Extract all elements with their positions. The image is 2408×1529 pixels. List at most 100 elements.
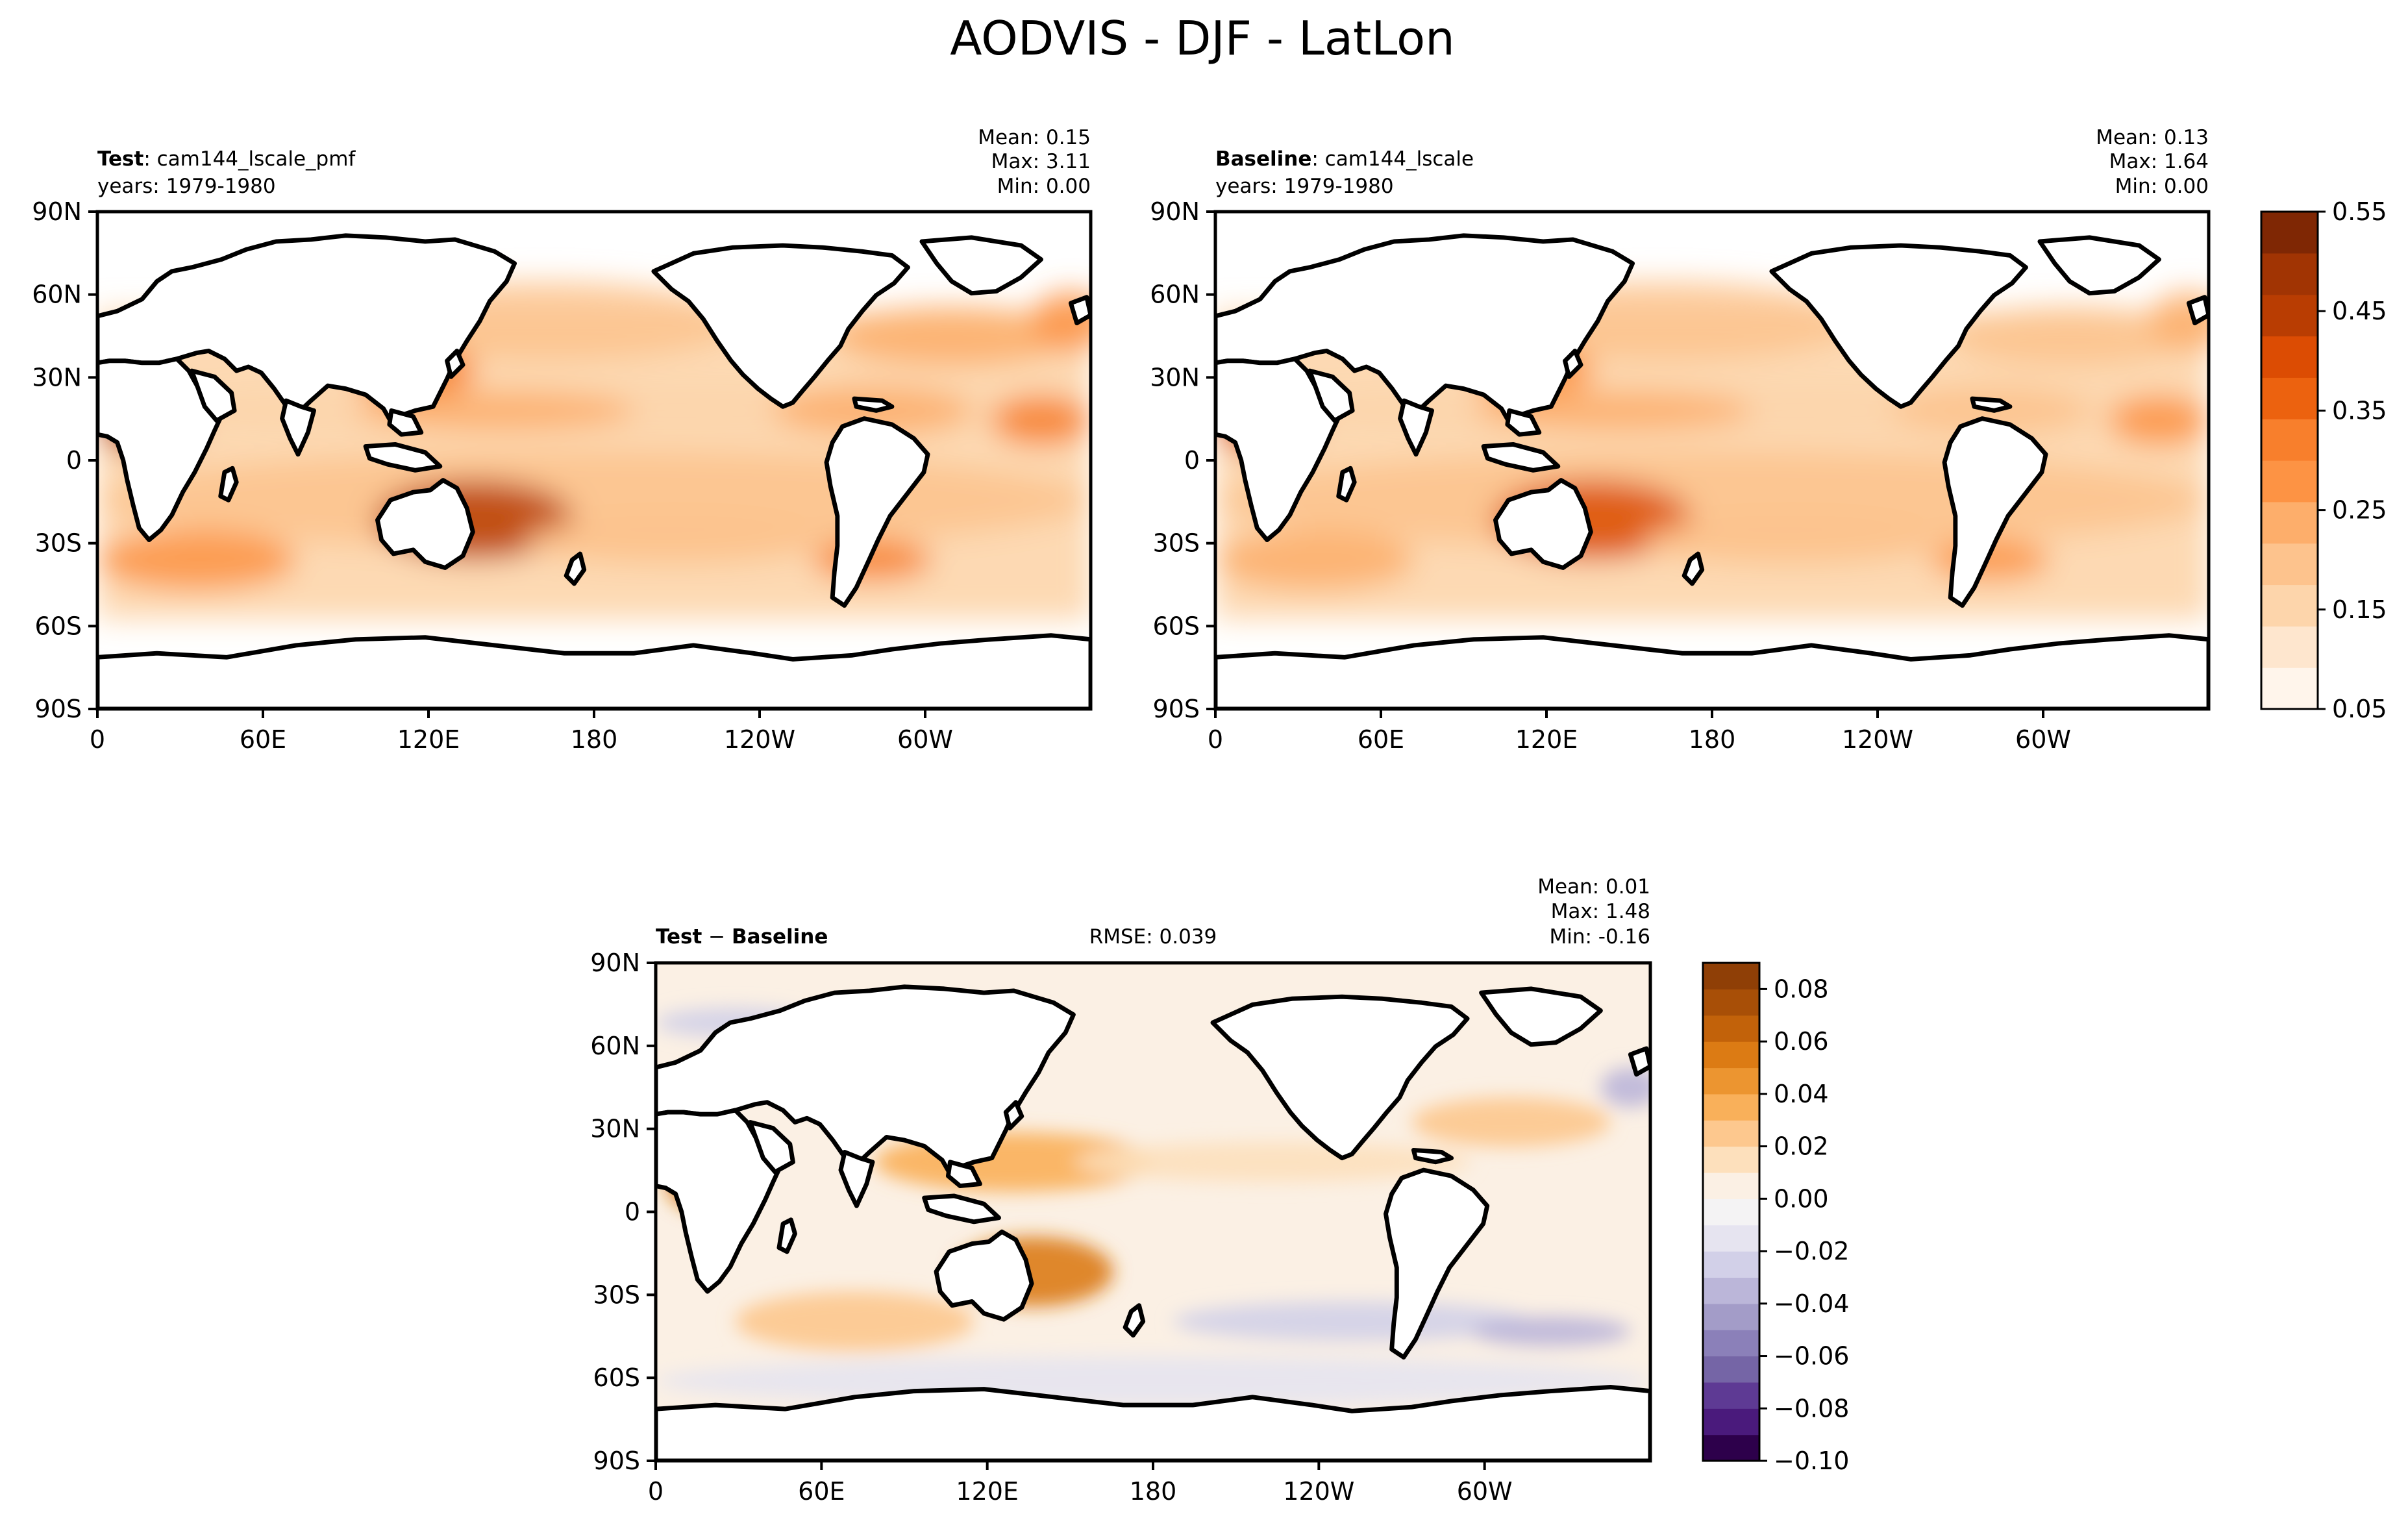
panel-baseline-label: Baseline: cam144_lscale xyxy=(1215,147,1474,171)
cbar-diff-swatch xyxy=(1703,1224,1759,1252)
cbar-oranges-tick-label: 0.35 xyxy=(2332,396,2387,425)
panel-test-ytick-label: 90N xyxy=(32,197,82,226)
panel-baseline: Baseline: cam144_lscale years: 1979-1980… xyxy=(1150,126,2211,754)
panel-test-xtick-label: 120E xyxy=(397,725,460,754)
diff-field-blob xyxy=(1411,1097,1611,1147)
figure-title: AODVIS - DJF - LatLon xyxy=(950,11,1455,66)
cbar-diff-tick-label: 0.06 xyxy=(1774,1027,1829,1056)
panel-baseline-max: Max: 1.64 xyxy=(2109,150,2209,173)
panel-test-ytick-label: 90S xyxy=(35,695,82,723)
panel-diff-map xyxy=(656,963,1650,1461)
cbar-oranges-tick-label: 0.55 xyxy=(2332,197,2387,226)
panel-test-ytick-label: 60S xyxy=(35,612,82,640)
cbar-diff-tick-label: −0.04 xyxy=(1774,1289,1849,1318)
diff-field-blob xyxy=(1173,1301,1532,1341)
cbar-diff-tick-label: −0.02 xyxy=(1774,1237,1849,1265)
aod-field-blob xyxy=(97,530,296,590)
cbar-diff-swatch xyxy=(1703,1172,1759,1199)
cbar-diff-swatch xyxy=(1703,1434,1759,1461)
panel-test-ytick-label: 30N xyxy=(32,363,82,392)
cbar-diff-swatch xyxy=(1703,1093,1759,1121)
panel-baseline-xtick-label: 60W xyxy=(2015,725,2071,754)
panel-diff-xtick-label: 180 xyxy=(1130,1477,1177,1506)
panel-test-years: years: 1979-1980 xyxy=(97,175,276,198)
panel-diff-ytick-label: 0 xyxy=(625,1198,640,1226)
panel-test-ytick-label: 0 xyxy=(66,446,82,475)
aod-field-blob xyxy=(832,306,1071,366)
cbar-oranges-tick-label: 0.05 xyxy=(2332,695,2387,723)
panel-baseline-xtick-label: 120W xyxy=(1842,725,1913,754)
panel-baseline-xtick-label: 180 xyxy=(1689,725,1736,754)
panel-diff-ytick-label: 60N xyxy=(590,1032,640,1060)
panel-test-xtick-label: 60E xyxy=(240,725,286,754)
panel-baseline-ytick-label: 90N xyxy=(1150,197,1200,226)
cbar-oranges-swatch xyxy=(2261,501,2318,544)
panel-diff-ytick-label: 60S xyxy=(593,1363,640,1392)
cbar-oranges-tick-label: 0.45 xyxy=(2332,297,2387,325)
panel-baseline-map xyxy=(1215,212,2209,709)
panel-baseline-xtick-label: 60E xyxy=(1358,725,1404,754)
cbar-diff-swatch xyxy=(1703,1330,1759,1357)
panel-baseline-ytick-label: 30N xyxy=(1150,363,1200,392)
panel-diff-ytick-label: 30S xyxy=(593,1280,640,1309)
aod-field-blob xyxy=(991,395,1091,446)
panel-baseline-xtick-label: 120E xyxy=(1515,725,1578,754)
panel-baseline-mean: Mean: 0.13 xyxy=(2096,126,2209,149)
panel-diff-xtick-label: 60W xyxy=(1457,1477,1513,1506)
cbar-diff-tick-label: −0.06 xyxy=(1774,1342,1849,1371)
panel-test-map xyxy=(97,212,1091,709)
aod-field-blob xyxy=(1215,530,1414,590)
cbar-diff-tick-label: 0.02 xyxy=(1774,1132,1829,1161)
aod-field-blob xyxy=(2149,291,2209,351)
cbar-oranges-swatch xyxy=(2261,667,2318,710)
aod-field-blob xyxy=(2109,395,2209,446)
cbar-oranges-swatch xyxy=(2261,294,2318,337)
panel-diff-ytick-label: 90N xyxy=(590,949,640,977)
diff-field-blob xyxy=(735,1291,974,1352)
panel-baseline-ytick-label: 0 xyxy=(1184,446,1200,475)
cbar-diff-tick-label: 0.00 xyxy=(1774,1184,1829,1213)
panel-baseline-years: years: 1979-1980 xyxy=(1215,175,1394,198)
panel-test-ytick-label: 60N xyxy=(32,280,82,309)
panel-diff-xtick-label: 60E xyxy=(798,1477,845,1506)
aod-field-blob xyxy=(524,515,823,565)
panel-diff-xtick-label: 0 xyxy=(648,1477,664,1506)
panel-baseline-ytick-label: 90S xyxy=(1153,695,1200,723)
diff-field-blob xyxy=(1600,1067,1650,1108)
cbar-oranges-swatch xyxy=(2261,543,2318,586)
panel-baseline-min: Min: 0.00 xyxy=(2115,175,2209,198)
panel-test-xtick-label: 120W xyxy=(724,725,795,754)
panel-diff-rmse: RMSE: 0.039 xyxy=(1089,925,1217,949)
panel-test-xtick-label: 0 xyxy=(90,725,105,754)
cbar-diff-tick-label: −0.08 xyxy=(1774,1394,1849,1423)
panel-test-mean: Mean: 0.15 xyxy=(978,126,1091,149)
cbar-diff-swatch xyxy=(1703,1146,1759,1173)
cbar-oranges-swatch xyxy=(2261,626,2318,668)
panel-test-min: Min: 0.00 xyxy=(997,175,1091,198)
colorbar-difference: 0.08 0.06 0.04 0.02 0.00 −0.02 −0.04 −0.06 −0.08… xyxy=(1702,962,1849,1475)
panel-test-xtick-label: 60W xyxy=(897,725,953,754)
cbar-diff-swatch xyxy=(1703,1277,1759,1304)
panel-difference: Test − Baseline RMSE: 0.039 Mean: 0.01 M… xyxy=(590,875,1652,1506)
cbar-diff-tick-label: −0.10 xyxy=(1774,1447,1849,1475)
panel-test-label: Test: cam144_lscale_pmf xyxy=(97,147,356,171)
cbar-oranges-swatch xyxy=(2261,336,2318,378)
cbar-diff-tick-label: 0.08 xyxy=(1774,975,1829,1003)
cbar-diff-swatch xyxy=(1703,1041,1759,1069)
panel-baseline-ytick-label: 60S xyxy=(1153,612,1200,640)
cbar-diff-swatch xyxy=(1703,1356,1759,1383)
cbar-diff-swatch xyxy=(1703,963,1759,989)
diff-field-blob xyxy=(1073,1142,1472,1182)
panel-baseline-xtick-label: 0 xyxy=(1208,725,1223,754)
cbar-diff-swatch xyxy=(1703,1251,1759,1278)
aod-field-blob xyxy=(1950,306,2189,366)
aod-field-blob xyxy=(1642,515,1941,565)
cbar-diff-swatch xyxy=(1703,1120,1759,1147)
cbar-diff-tick-label: 0.04 xyxy=(1774,1080,1829,1108)
cbar-oranges-tick-label: 0.15 xyxy=(2332,595,2387,624)
cbar-diff-swatch xyxy=(1703,989,1759,1016)
cbar-diff-swatch xyxy=(1703,1382,1759,1409)
panel-test-ytick-label: 30S xyxy=(35,529,82,558)
panel-diff-xtick-label: 120E xyxy=(956,1477,1019,1506)
